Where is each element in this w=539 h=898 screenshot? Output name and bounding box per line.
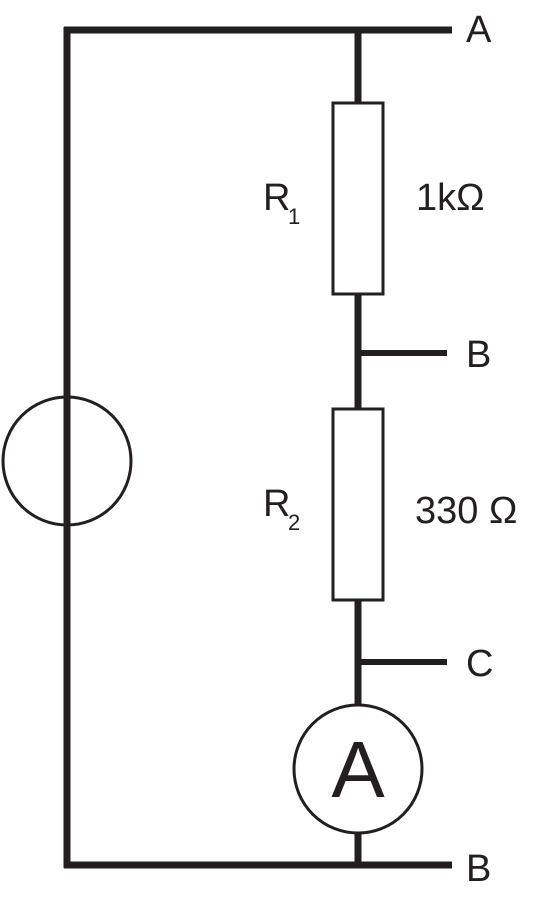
- resistor-r1-value: 1kΩ: [416, 177, 485, 219]
- resistor-r1-symbol: [331, 101, 385, 296]
- ammeter-symbol: [292, 703, 424, 835]
- resistor-r2-value: 330 Ω: [415, 490, 517, 532]
- terminal-label-lower: C: [466, 643, 493, 685]
- voltage-source-symbol: [1, 395, 133, 527]
- resistor-r1-subscript: 1: [288, 204, 300, 229]
- ammeter-label: A: [331, 725, 385, 814]
- resistor-r1-name: R: [263, 177, 290, 219]
- terminal-label-top: A: [466, 9, 492, 51]
- resistor-r2-name: R: [263, 483, 290, 525]
- resistor-r2-subscript: 2: [288, 510, 300, 535]
- terminal-label-middle: B: [466, 334, 491, 376]
- terminal-label-bottom: B: [466, 848, 491, 890]
- resistor-r2-symbol: [331, 407, 385, 602]
